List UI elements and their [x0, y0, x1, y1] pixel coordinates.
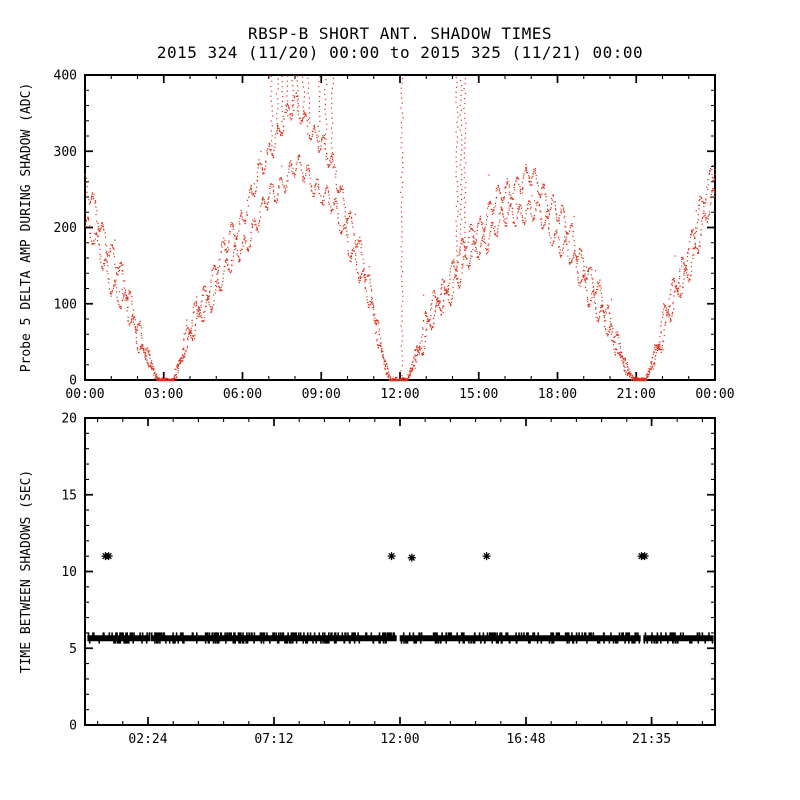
top-x-tick-label: 21:00 [617, 387, 656, 402]
top-y-tick-label: 200 [54, 221, 77, 236]
bottom-x-tick-label: 16:48 [506, 732, 545, 747]
chart-title: RBSP-B SHORT ANT. SHADOW TIMES [248, 24, 552, 43]
top-x-tick-label: 15:00 [459, 387, 498, 402]
bottom-panel-axes: 02:24 07:12 12:00 16:48 21:35 0 5 10 15 20 TIME BE… [19, 412, 716, 747]
bottom-axes-box [84, 417, 716, 726]
top-x-tick-label: 18:00 [538, 387, 577, 402]
bottom-y-tick-label: 5 [69, 642, 77, 657]
bottom-y-tick-label: 0 [69, 719, 77, 734]
top-y-axis-title: Probe 5 DELTA AMP DURING SHADOW (ADC) [19, 83, 34, 373]
top-y-tick-label: 300 [54, 145, 77, 160]
bottom-outlier-markers [101, 552, 649, 562]
bottom-y-tick-label: 10 [61, 565, 77, 580]
bottom-band-series [87, 632, 714, 644]
bottom-y-tick-label: 15 [61, 488, 77, 503]
top-x-tick-label: 12:00 [380, 387, 419, 402]
top-y-tick-label: 100 [54, 297, 77, 312]
bottom-minor-ticks [85, 417, 715, 726]
chart-header: RBSP-B SHORT ANT. SHADOW TIMES 2015 324 … [0, 24, 800, 62]
bottom-x-tick-label: 02:24 [128, 732, 167, 747]
top-y-tick-label: 400 [54, 69, 77, 84]
top-x-tick-label: 00:00 [695, 387, 734, 402]
bottom-x-tick-label: 12:00 [380, 732, 419, 747]
bottom-y-axis-title: TIME BETWEEN SHADOWS (SEC) [19, 470, 34, 674]
top-scatter-series [84, 75, 716, 382]
top-axes-box [84, 74, 716, 381]
top-y-tick-label: 0 [69, 374, 77, 389]
top-x-tick-label: 00:00 [65, 387, 104, 402]
top-minor-ticks [84, 74, 716, 381]
top-x-tick-label: 06:00 [223, 387, 262, 402]
bottom-x-tick-label: 07:12 [254, 732, 293, 747]
top-x-tick-label: 03:00 [144, 387, 183, 402]
top-panel-axes: 00:00 03:00 06:00 09:00 12:00 15:00 18:00 21:00… [19, 69, 735, 403]
top-major-ticks [84, 74, 716, 381]
chart-subtitle: 2015 324 (11/20) 00:00 to 2015 325 (11/2… [156, 43, 644, 62]
bottom-major-ticks [85, 417, 715, 726]
top-x-tick-label: 09:00 [302, 387, 341, 402]
bottom-x-tick-label: 21:35 [632, 732, 671, 747]
bottom-y-tick-label: 20 [61, 412, 77, 427]
